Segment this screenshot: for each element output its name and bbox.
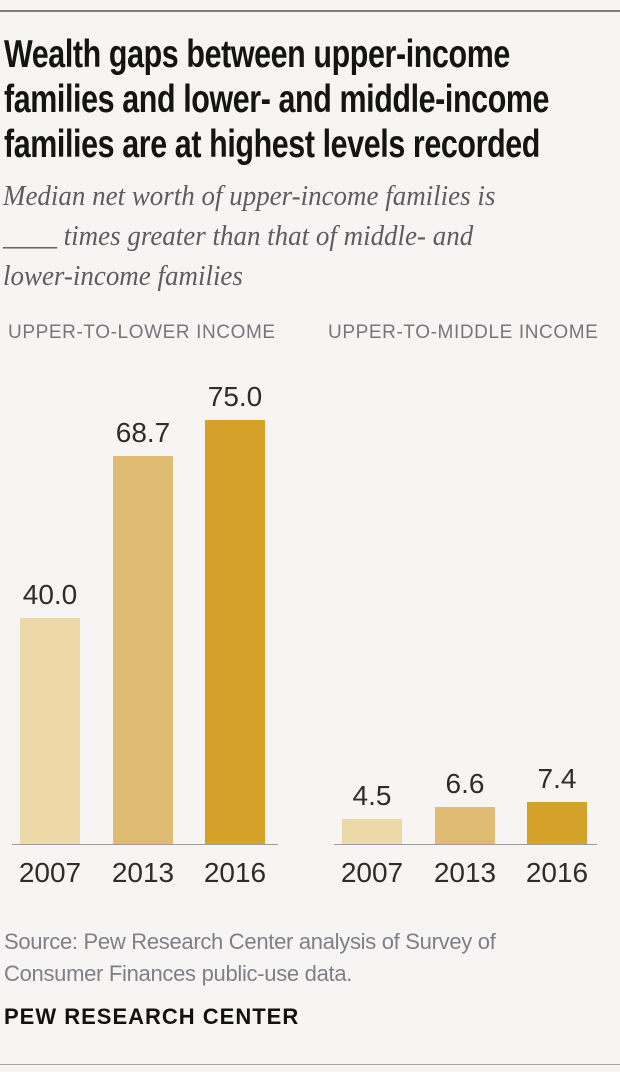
x-axis-tick-2013: 2013 [111,857,175,888]
chart-subtitle: Median net worth of upper-income familie… [3,176,495,296]
bar-2007 [20,618,80,844]
value-label-2007: 4.5 [352,780,392,811]
bar-2007 [342,819,402,844]
value-label-2013: 68.7 [115,417,171,448]
title-line-2: families and lower- and middle-income [4,78,550,121]
bar-2013 [435,807,495,844]
x-axis-tick-2013: 2013 [433,857,497,888]
x-axis-baseline [12,844,278,845]
bar-chart-upper-to-middle: 4.5 2007 6.6 2013 7.4 2016 [334,0,597,888]
value-label-2016: 7.4 [537,763,577,794]
title-line-3: families are at highest levels recorded [4,123,540,166]
bar-2016 [527,802,587,844]
x-axis-tick-2016: 2016 [203,857,267,888]
value-label-2007: 40.0 [22,579,78,610]
bottom-divider-rule [0,1064,620,1065]
bar-2013 [113,456,173,844]
source-note: Source: Pew Research Center analysis of … [4,926,496,990]
section-label-upper-to-lower: UPPER-TO-LOWER INCOME [8,322,276,343]
top-divider-rule [0,10,620,12]
x-axis-baseline [334,844,597,845]
pew-research-center-wordmark: PEW RESEARCH CENTER [4,1004,300,1029]
source-line-2: Consumer Finances public-use data. [4,961,353,986]
bar-2016 [205,420,265,844]
title-line-1: Wealth gaps between upper-income [4,33,510,76]
page-title: Wealth gaps between upper-income familie… [4,32,549,167]
source-line-1: Source: Pew Research Center analysis of … [4,929,496,954]
subtitle-line-3: lower-income families [3,260,243,292]
x-axis-tick-2007: 2007 [340,857,404,888]
x-axis-tick-2007: 2007 [18,857,82,888]
bar-chart-upper-to-lower: 40.0 2007 68.7 2013 75.0 2016 [12,0,278,888]
section-label-upper-to-middle: UPPER-TO-MIDDLE INCOME [328,322,599,343]
value-label-2016: 75.0 [207,381,263,412]
subtitle-line-2: ____ times greater than that of middle- … [3,220,474,252]
subtitle-line-1: Median net worth of upper-income familie… [3,180,496,212]
x-axis-tick-2016: 2016 [525,857,589,888]
value-label-2013: 6.6 [445,768,485,799]
